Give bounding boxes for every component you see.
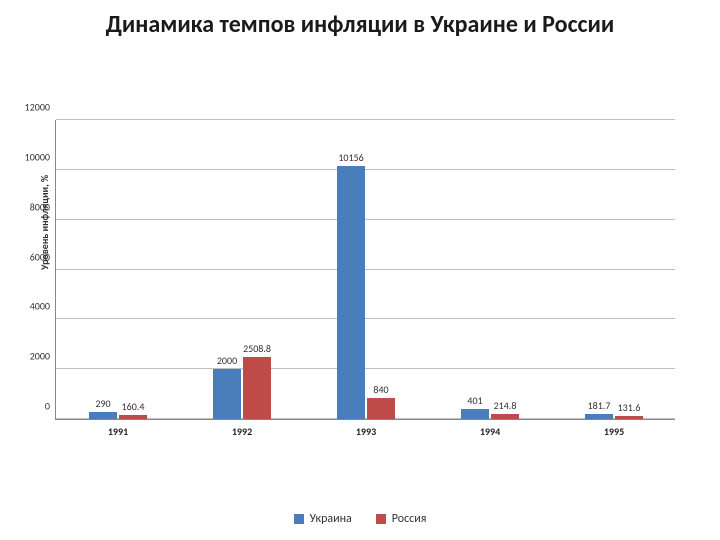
x-tick-label: 1994 <box>480 419 500 438</box>
x-tick-label: 1995 <box>604 419 624 438</box>
y-tick-label: 2000 <box>30 350 56 363</box>
bar-россия: 214.8 <box>491 414 519 419</box>
legend-item-russia: Россия <box>376 512 427 526</box>
legend-label-russia: Россия <box>392 512 427 526</box>
bar-value-label: 290 <box>95 397 110 412</box>
page-title: Динамика темпов инфляции в Украине и Рос… <box>0 0 720 44</box>
bar-value-label: 401 <box>467 394 482 409</box>
bar-россия: 160.4 <box>119 415 147 419</box>
bar-value-label: 2508.8 <box>243 342 271 357</box>
x-tick-label: 1992 <box>232 419 252 438</box>
bar-украина: 290 <box>89 412 117 419</box>
bar-value-label: 214.8 <box>494 399 517 414</box>
gridline <box>56 368 675 369</box>
bar-value-label: 840 <box>373 383 388 398</box>
legend-swatch-russia <box>376 514 386 524</box>
bar-value-label: 131.6 <box>618 401 641 416</box>
x-tick-label: 1993 <box>356 419 376 438</box>
x-tick-label: 1991 <box>108 419 128 438</box>
bar-value-label: 160.4 <box>122 400 145 415</box>
bar-россия: 131.6 <box>615 416 643 419</box>
gridline <box>56 219 675 220</box>
y-tick-label: 4000 <box>30 300 56 313</box>
plot-area: 0200040006000800010000120001991290160.41… <box>55 120 675 420</box>
chart-area: 0200040006000800010000120001991290160.41… <box>55 120 675 420</box>
y-tick-label: 12000 <box>25 101 56 114</box>
legend-label-ukraine: Украина <box>310 512 352 526</box>
bar-россия: 840 <box>367 398 395 419</box>
bar-value-label: 2000 <box>217 354 237 369</box>
y-tick-label: 0 <box>45 400 56 413</box>
bar-украина: 181.7 <box>585 414 613 419</box>
gridline <box>56 119 675 120</box>
bar-value-label: 181.7 <box>588 399 611 414</box>
legend-item-ukraine: Украина <box>294 512 352 526</box>
y-tick-label: 10000 <box>25 150 56 163</box>
bar-украина: 10156 <box>337 166 365 419</box>
y-tick-label: 8000 <box>30 200 56 213</box>
gridline <box>56 169 675 170</box>
y-tick-label: 6000 <box>30 250 56 263</box>
legend: Украина Россия <box>0 512 720 526</box>
bar-россия: 2508.8 <box>243 357 271 420</box>
gridline <box>56 318 675 319</box>
bar-value-label: 10156 <box>338 151 363 166</box>
bar-украина: 2000 <box>213 369 241 419</box>
gridline <box>56 269 675 270</box>
bar-украина: 401 <box>461 409 489 419</box>
legend-swatch-ukraine <box>294 514 304 524</box>
